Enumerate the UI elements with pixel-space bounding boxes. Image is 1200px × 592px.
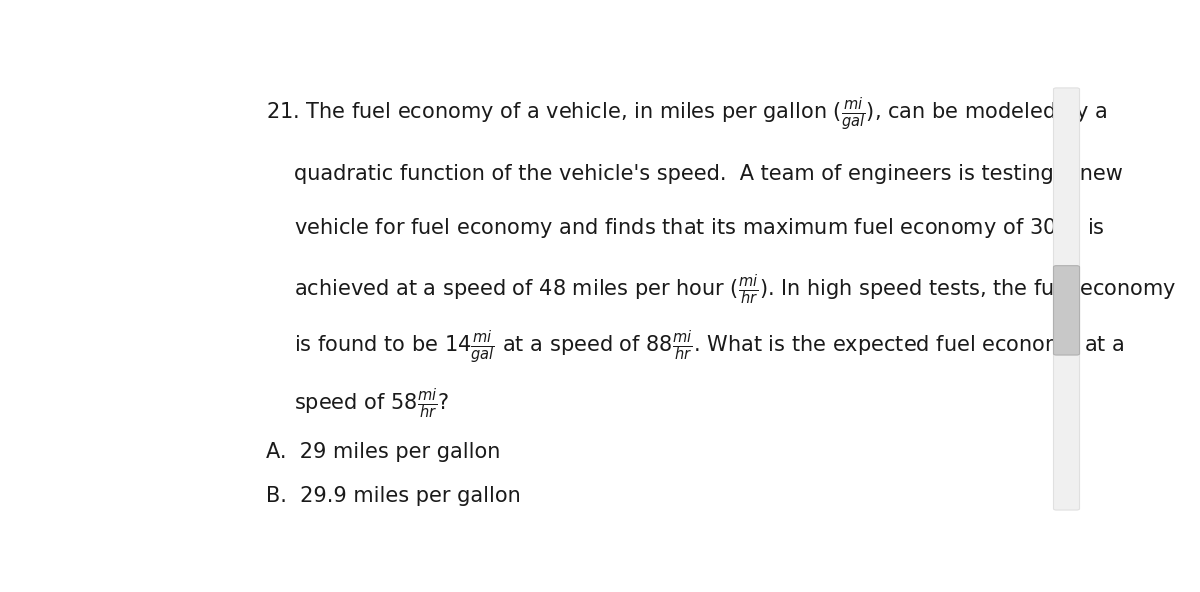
- FancyBboxPatch shape: [1054, 88, 1080, 510]
- Text: speed of 58$\mathit{\frac{mi}{hr}}$?: speed of 58$\mathit{\frac{mi}{hr}}$?: [294, 387, 450, 421]
- Text: 21. The fuel economy of a vehicle, in miles per gallon ($\mathit{\frac{mi}{gal}}: 21. The fuel economy of a vehicle, in mi…: [266, 95, 1108, 133]
- Text: A.  29 miles per gallon: A. 29 miles per gallon: [266, 442, 500, 462]
- FancyBboxPatch shape: [1054, 266, 1080, 355]
- Text: is found to be 14$\mathit{\frac{mi}{gal}}$ at a speed of 88$\mathit{\frac{mi}{hr: is found to be 14$\mathit{\frac{mi}{gal}…: [294, 328, 1124, 366]
- Text: B.  29.9 miles per gallon: B. 29.9 miles per gallon: [266, 486, 521, 506]
- Text: quadratic function of the vehicle's speed.  A team of engineers is testing a new: quadratic function of the vehicle's spee…: [294, 163, 1123, 184]
- Text: vehicle for fuel economy and finds that its maximum fuel economy of 30$\mathit{\: vehicle for fuel economy and finds that …: [294, 212, 1105, 249]
- Text: achieved at a speed of 48 miles per hour ($\mathit{\frac{mi}{hr}}$). In high spe: achieved at a speed of 48 miles per hour…: [294, 272, 1176, 307]
